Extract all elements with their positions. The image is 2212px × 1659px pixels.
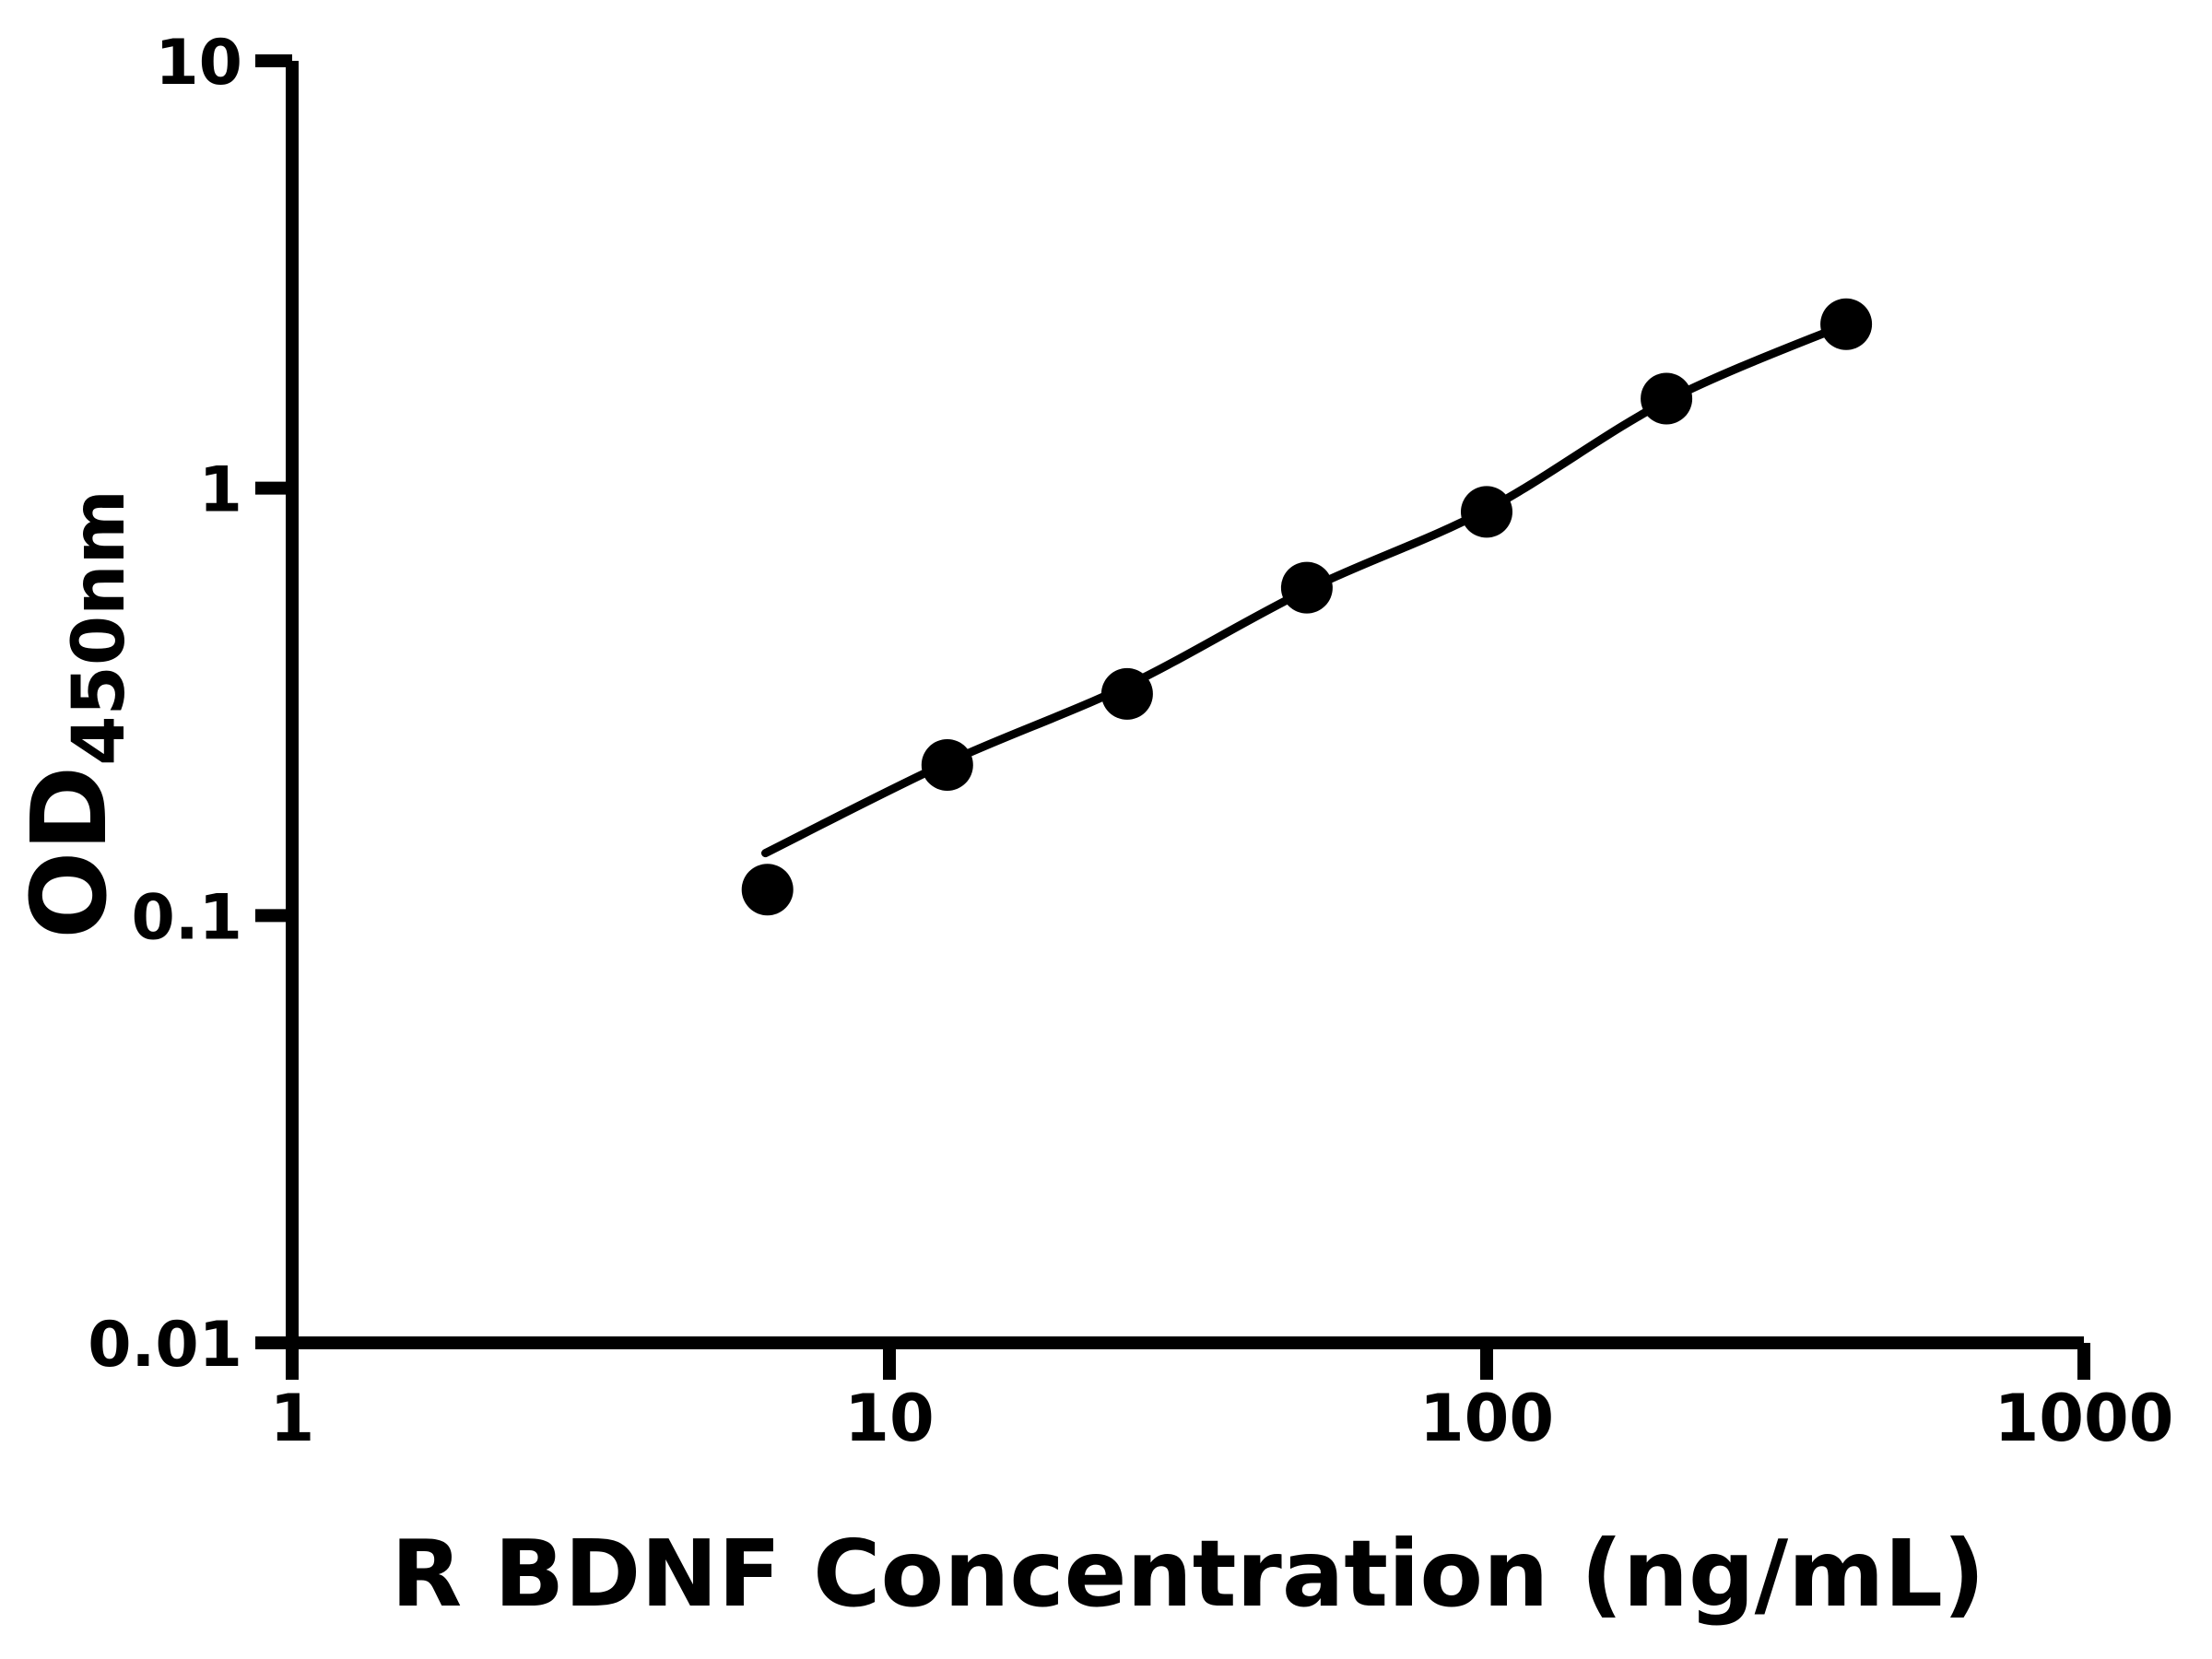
data-series	[741, 298, 1873, 916]
x-tick-label: 1	[270, 1381, 315, 1456]
y-axis-title-main: OD	[10, 766, 130, 939]
y-axis-tick-labels: 0.01 0.1 1 10	[88, 27, 242, 1382]
y-axis-title: OD450nm	[10, 489, 141, 939]
y-tick-label: 1	[199, 454, 242, 527]
x-axis-tick-labels: 1 10 100 1000	[270, 1381, 2174, 1456]
x-tick-label: 100	[1419, 1381, 1554, 1456]
y-tick-label: 0.1	[132, 881, 242, 954]
y-axis-title-subscript: 450nm	[58, 489, 141, 766]
x-tick-label: 10	[844, 1381, 934, 1456]
y-tick-label: 10	[155, 27, 242, 100]
x-tick-label: 1000	[1994, 1381, 2174, 1456]
fit-curve-line	[761, 320, 1851, 858]
y-axis-ticks	[255, 54, 292, 1349]
data-point	[741, 864, 794, 916]
axes	[286, 61, 2084, 1349]
x-axis-title: R BDNF Concentration (ng/mL)	[391, 1520, 1984, 1628]
y-tick-label: 0.01	[88, 1309, 242, 1382]
